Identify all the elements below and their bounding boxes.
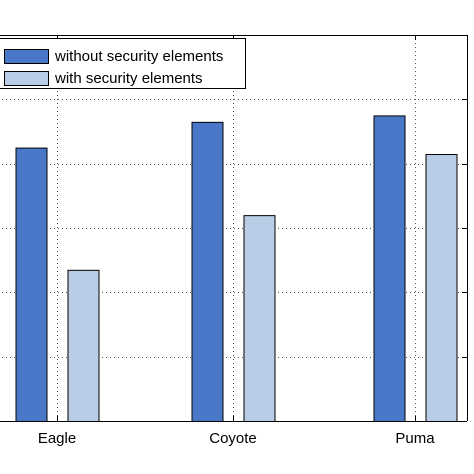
legend-label-series-2: with security elements [54, 70, 203, 87]
bar-eagle-series-2 [67, 269, 100, 423]
x-tick-label-coyote: Coyote [209, 430, 257, 447]
legend: without security elements with security e… [0, 38, 246, 89]
bar-puma-series-1 [373, 115, 406, 423]
grid-lines [0, 35, 467, 421]
x-tick-label-eagle: Eagle [38, 430, 76, 447]
x-tick-label-puma: Puma [395, 430, 435, 447]
bar-puma-series-2 [425, 154, 458, 422]
legend-swatch-series-2 [4, 71, 49, 86]
category-labels: Eagle Coyote Puma [38, 430, 435, 447]
axes [0, 35, 468, 422]
bars [15, 115, 458, 423]
bar-coyote-series-2 [243, 215, 276, 422]
legend-swatch-series-1 [4, 49, 49, 64]
bar-coyote-series-1 [191, 121, 224, 422]
bar-eagle-series-1 [15, 147, 48, 422]
legend-label-series-1: without security elements [54, 48, 223, 65]
